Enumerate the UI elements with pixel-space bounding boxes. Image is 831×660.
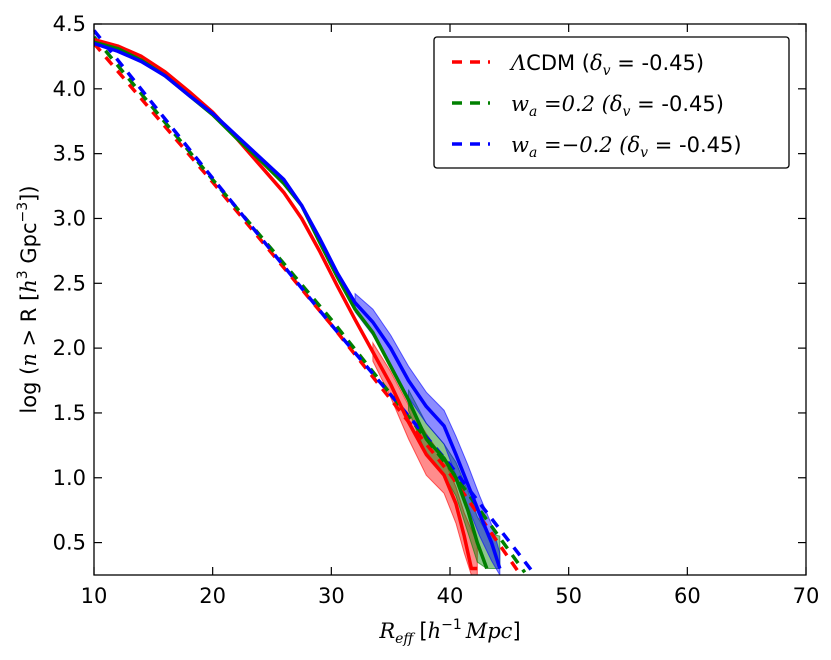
y-tick-label: 2.0 [53,336,86,360]
y-tick-label: 0.5 [53,531,86,555]
simulation-line-wa=0.2 [94,40,489,570]
y-tick-label: 4.5 [53,12,86,36]
y-tick-label: 3.0 [53,206,86,230]
x-tick-label: 10 [81,584,108,608]
legend: ΛCDM (δv = -0.45) wa =0.2 (δv = -0.45) w… [433,36,790,169]
x-tick-label: 20 [199,584,226,608]
theory-line-wa=-0.2 [94,29,535,574]
simulation-line-wa=-0.2 [94,41,502,570]
y-tick-label: 1.5 [53,401,86,425]
x-tick-label: 50 [555,584,582,608]
y-tick-label: 3.5 [53,142,86,166]
legend-label-wa-pos: wa =0.2 (δv = -0.45) [511,92,724,120]
plot-area [94,29,535,575]
y-tick-label: 2.5 [53,271,86,295]
x-tick-label: 70 [793,584,820,608]
legend-box [433,36,790,169]
legend-label-lcdm: ΛCDM (δv = -0.45) [509,51,704,79]
x-axis-label: Reff [h−1 Mpc] [378,617,520,647]
y-tick-label: 4.0 [53,77,86,101]
axis-ticks: 10 20 30 40 50 60 70 0.5 1.0 1.5 2.0 2.5 3.0 3.5 4.0 4.… [53,12,820,608]
simulation-line-LCDM [94,37,478,571]
x-tick-label: 40 [437,584,464,608]
x-tick-label: 60 [674,584,701,608]
y-tick-label: 1.0 [53,466,86,490]
y-axis-label: log (n > R [h3 Gpc−3]) [15,185,41,413]
legend-label-wa-neg: wa =−0.2 (δv = -0.45) [511,133,742,161]
x-tick-label: 30 [318,584,345,608]
